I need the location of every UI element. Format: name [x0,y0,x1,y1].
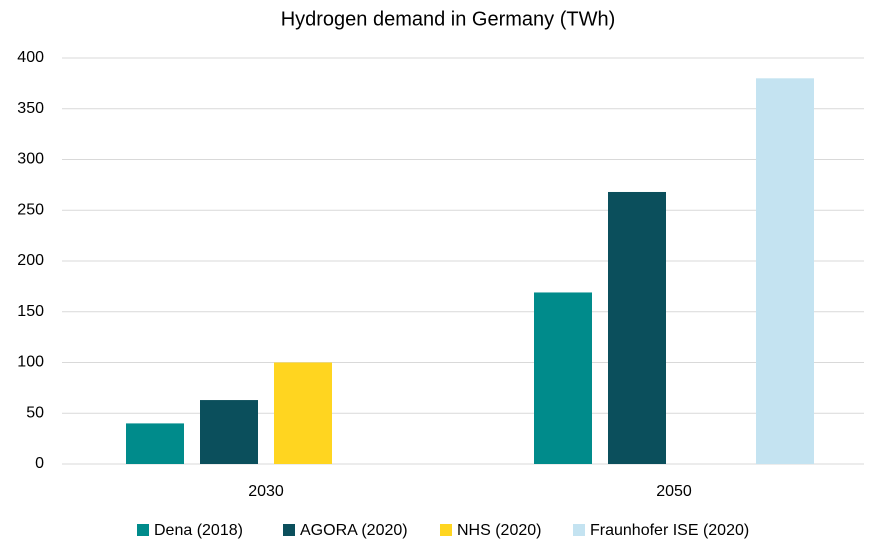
y-tick-label: 0 [35,455,44,472]
y-tick-label: 300 [17,151,44,168]
legend-label: Dena (2018) [154,522,243,539]
y-tick-label: 50 [26,404,44,421]
bar [534,292,592,464]
y-tick-label: 350 [17,100,44,117]
legend-label: Fraunhofer ISE (2020) [590,522,749,539]
y-tick-label: 100 [17,354,44,371]
y-tick-label: 400 [17,49,44,66]
bar [756,78,814,465]
legend-swatch [137,524,149,536]
bar [126,423,184,464]
bar [274,362,332,464]
y-tick-label: 250 [17,201,44,218]
legend-swatch [440,524,452,536]
x-tick-label: 2030 [248,483,284,500]
x-tick-label: 2050 [656,483,692,500]
y-tick-label: 150 [17,303,44,320]
chart-title: Hydrogen demand in Germany (TWh) [281,8,616,30]
bar [200,400,258,464]
bar [608,191,666,465]
legend-label: AGORA (2020) [300,522,408,539]
legend-swatch [573,524,585,536]
legend-swatch [283,524,295,536]
legend-label: NHS (2020) [457,522,541,539]
y-tick-label: 200 [17,252,44,269]
